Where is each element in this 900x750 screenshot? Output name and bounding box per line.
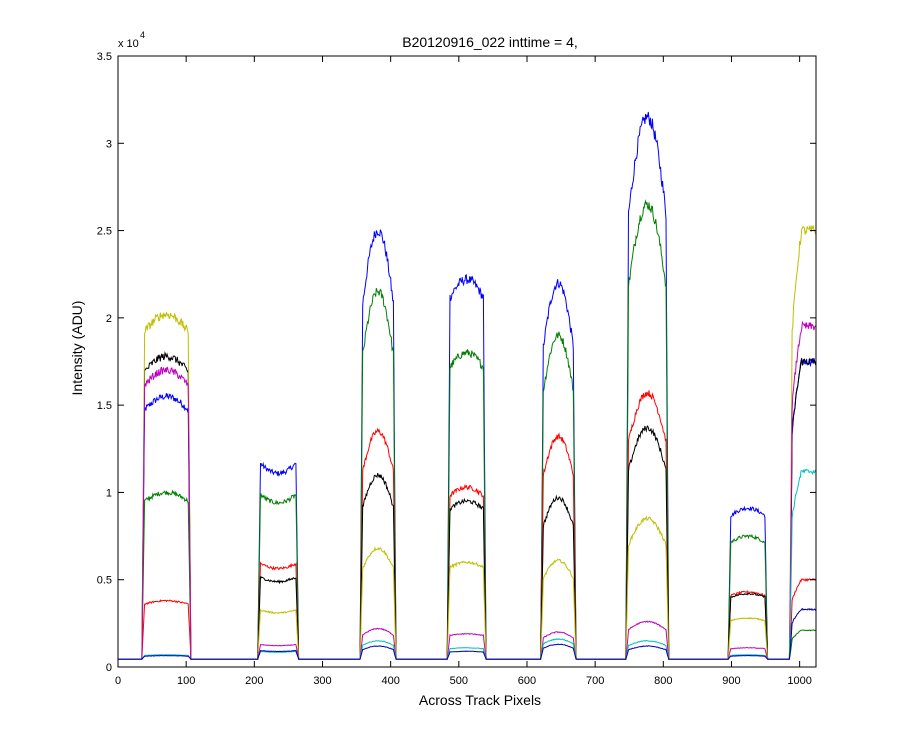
- x-tick-label: 200: [245, 675, 263, 687]
- x-tick-label: 1000: [787, 675, 811, 687]
- x-tick-label: 800: [654, 675, 672, 687]
- x-tick-label: 300: [313, 675, 331, 687]
- chart-title: B20120916_022 inttime = 4,: [402, 34, 578, 50]
- x-tick-label: 600: [518, 675, 536, 687]
- y-tick-label: 0.5: [97, 575, 112, 587]
- x-tick-label: 400: [381, 675, 399, 687]
- x-axis-title: Across Track Pixels: [419, 692, 541, 708]
- y-axis-title: Intensity (ADU): [69, 301, 85, 396]
- y-tick-label: 1.5: [97, 400, 112, 412]
- x-tick-label: 0: [115, 675, 121, 687]
- y-tick-label: 2: [106, 313, 112, 325]
- axes-box: [117, 55, 817, 668]
- y-tick-label: 3: [106, 138, 112, 150]
- y-tick-label: 0: [106, 662, 112, 674]
- x-tick-label: 900: [722, 675, 740, 687]
- y-multiplier-exponent: 4: [140, 30, 145, 40]
- y-tick-label: 1: [106, 487, 112, 499]
- series-layer: [118, 111, 817, 660]
- y-multiplier-base: x 10: [118, 38, 139, 50]
- tick-layer: 0 100 200 300 400 500 600 700 800 900 1000 0 0.5 1 1.5…: [97, 51, 816, 687]
- x-tick-label: 100: [177, 675, 195, 687]
- x-tick-label: 500: [450, 675, 468, 687]
- plot-area: [118, 56, 816, 667]
- x-tick-label: 700: [586, 675, 604, 687]
- y-tick-label: 2.5: [97, 226, 112, 238]
- y-tick-label: 3.5: [97, 51, 112, 63]
- series-line-8: [118, 607, 817, 660]
